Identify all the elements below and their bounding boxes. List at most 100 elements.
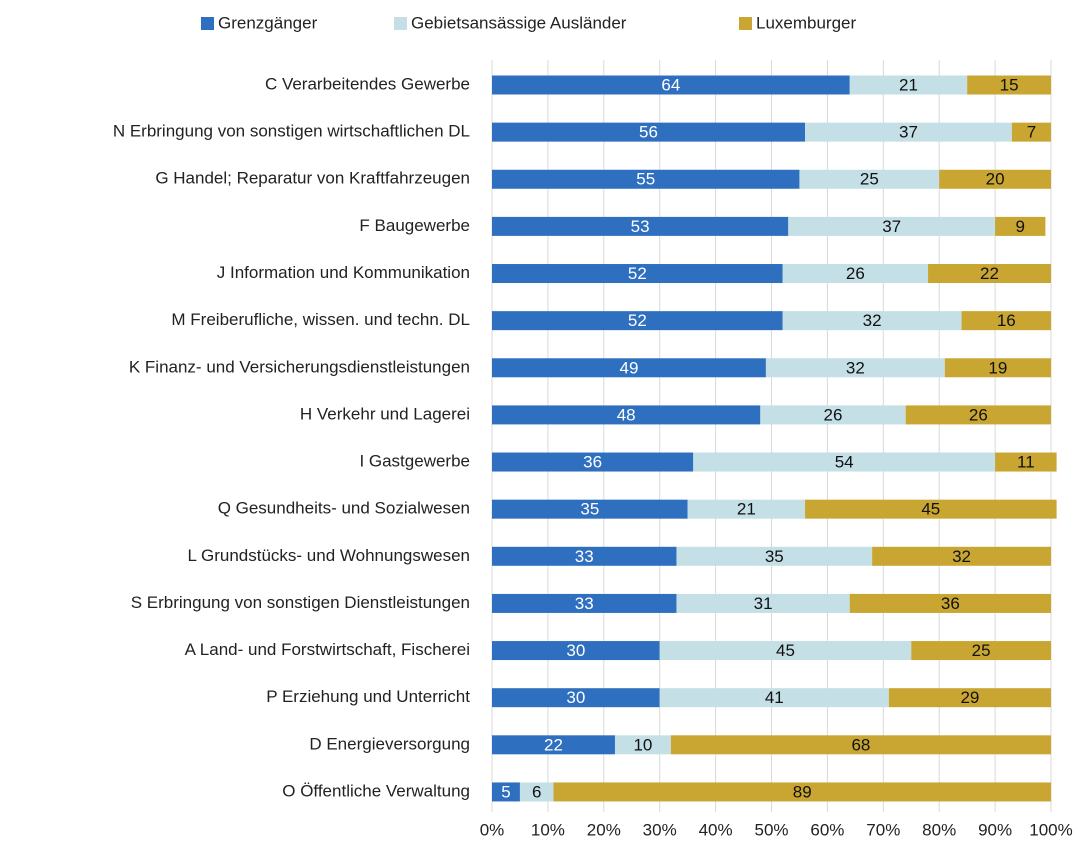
data-label: 89 (793, 782, 812, 801)
data-label: 64 (661, 75, 680, 94)
x-tick-label: 50% (754, 820, 788, 839)
y-tick-label: J Information und Kommunikation (217, 263, 470, 282)
bar-segment (492, 782, 520, 802)
y-tick-label: P Erziehung und Unterricht (266, 687, 470, 706)
bar-segment (905, 405, 1051, 425)
legend-swatch (394, 17, 407, 30)
x-tick-label: 40% (699, 820, 733, 839)
y-tick-label: Q Gesundheits- und Sozialwesen (218, 499, 470, 518)
bar-segment (492, 735, 615, 755)
bar-segment (492, 358, 766, 378)
y-tick-label: S Erbringung von sonstigen Dienstleistun… (131, 593, 470, 612)
bar-segment (659, 688, 889, 708)
data-label: 21 (737, 500, 756, 519)
data-label: 31 (754, 594, 773, 613)
data-label: 32 (846, 358, 865, 377)
x-tick-label: 10% (531, 820, 565, 839)
data-label: 36 (583, 453, 602, 472)
data-label: 25 (972, 641, 991, 660)
data-label: 16 (997, 311, 1016, 330)
bar-segment (849, 593, 1051, 613)
bar-segment (693, 452, 996, 472)
y-tick-label: A Land- und Forstwirtschaft, Fischerei (185, 640, 470, 659)
data-label: 32 (863, 311, 882, 330)
data-label: 20 (986, 170, 1005, 189)
data-label: 35 (580, 500, 599, 519)
x-tick-label: 0% (480, 820, 505, 839)
bar-segment (760, 405, 906, 425)
data-label: 55 (636, 170, 655, 189)
data-label: 26 (824, 405, 843, 424)
bar-segment (788, 216, 996, 236)
data-label: 68 (851, 735, 870, 754)
bar-segment (553, 782, 1051, 802)
legend-swatch (201, 17, 214, 30)
data-label: 41 (765, 688, 784, 707)
y-tick-label: K Finanz- und Versicherungsdienstleistun… (129, 357, 470, 376)
legend-swatch (739, 17, 752, 30)
data-label: 26 (969, 405, 988, 424)
y-tick-label: O Öffentliche Verwaltung (282, 781, 470, 800)
data-label: 54 (835, 453, 854, 472)
bar-segment (492, 641, 660, 661)
data-label: 10 (633, 735, 652, 754)
data-label: 35 (765, 547, 784, 566)
bar-segment (492, 169, 800, 189)
data-label: 32 (952, 547, 971, 566)
bar-segment (799, 169, 940, 189)
bar-segment (872, 546, 1051, 566)
data-label: 5 (501, 782, 510, 801)
y-tick-label: N Erbringung von sonstigen wirtschaftlic… (113, 122, 470, 141)
data-label: 9 (1016, 217, 1025, 236)
bar-segment (928, 264, 1051, 284)
bar-segment (805, 122, 1012, 142)
x-tick-label: 30% (643, 820, 677, 839)
data-label: 7 (1027, 123, 1036, 142)
data-label: 22 (544, 735, 563, 754)
y-tick-label: F Baugewerbe (359, 216, 470, 235)
data-label: 45 (921, 500, 940, 519)
data-label: 19 (988, 358, 1007, 377)
bar-segment (670, 735, 1051, 755)
data-label: 37 (882, 217, 901, 236)
y-tick-label: C Verarbeitendes Gewerbe (265, 74, 470, 93)
bar-segment (676, 593, 850, 613)
y-tick-label: D Energieversorgung (309, 734, 470, 753)
bar-segment (995, 452, 1057, 472)
data-label: 37 (899, 123, 918, 142)
y-tick-label: L Grundstücks- und Wohnungswesen (187, 546, 470, 565)
bar-segment (849, 75, 968, 95)
x-tick-label: 20% (587, 820, 621, 839)
bar-segment (492, 122, 806, 142)
data-label: 11 (1017, 453, 1035, 472)
bar-segment (492, 405, 761, 425)
bar-segment (519, 782, 554, 802)
data-label: 33 (575, 594, 594, 613)
bar-segment (492, 452, 694, 472)
bar-segment (782, 264, 929, 284)
data-label: 22 (980, 264, 999, 283)
bar-segment (944, 358, 1051, 378)
data-label: 52 (628, 264, 647, 283)
bar-segment (492, 499, 688, 519)
data-label: 29 (960, 688, 979, 707)
data-label: 26 (846, 264, 865, 283)
bar-segment (492, 688, 660, 708)
bar-segment (805, 499, 1057, 519)
data-label: 30 (566, 688, 585, 707)
bar-segment (492, 216, 789, 236)
data-label: 49 (619, 358, 638, 377)
bar-segment (765, 358, 945, 378)
bar-segment (939, 169, 1051, 189)
bar-segment (659, 641, 912, 661)
x-tick-label: 100% (1029, 820, 1072, 839)
data-label: 53 (631, 217, 650, 236)
y-tick-label: M Freiberufliche, wissen. und techn. DL (171, 310, 470, 329)
bar-segment (492, 264, 783, 284)
legend-label: Grenzgänger (218, 13, 318, 32)
data-label: 36 (941, 594, 960, 613)
y-tick-label: I Gastgewerbe (359, 452, 470, 471)
bar-segment (492, 546, 677, 566)
x-tick-label: 90% (978, 820, 1012, 839)
